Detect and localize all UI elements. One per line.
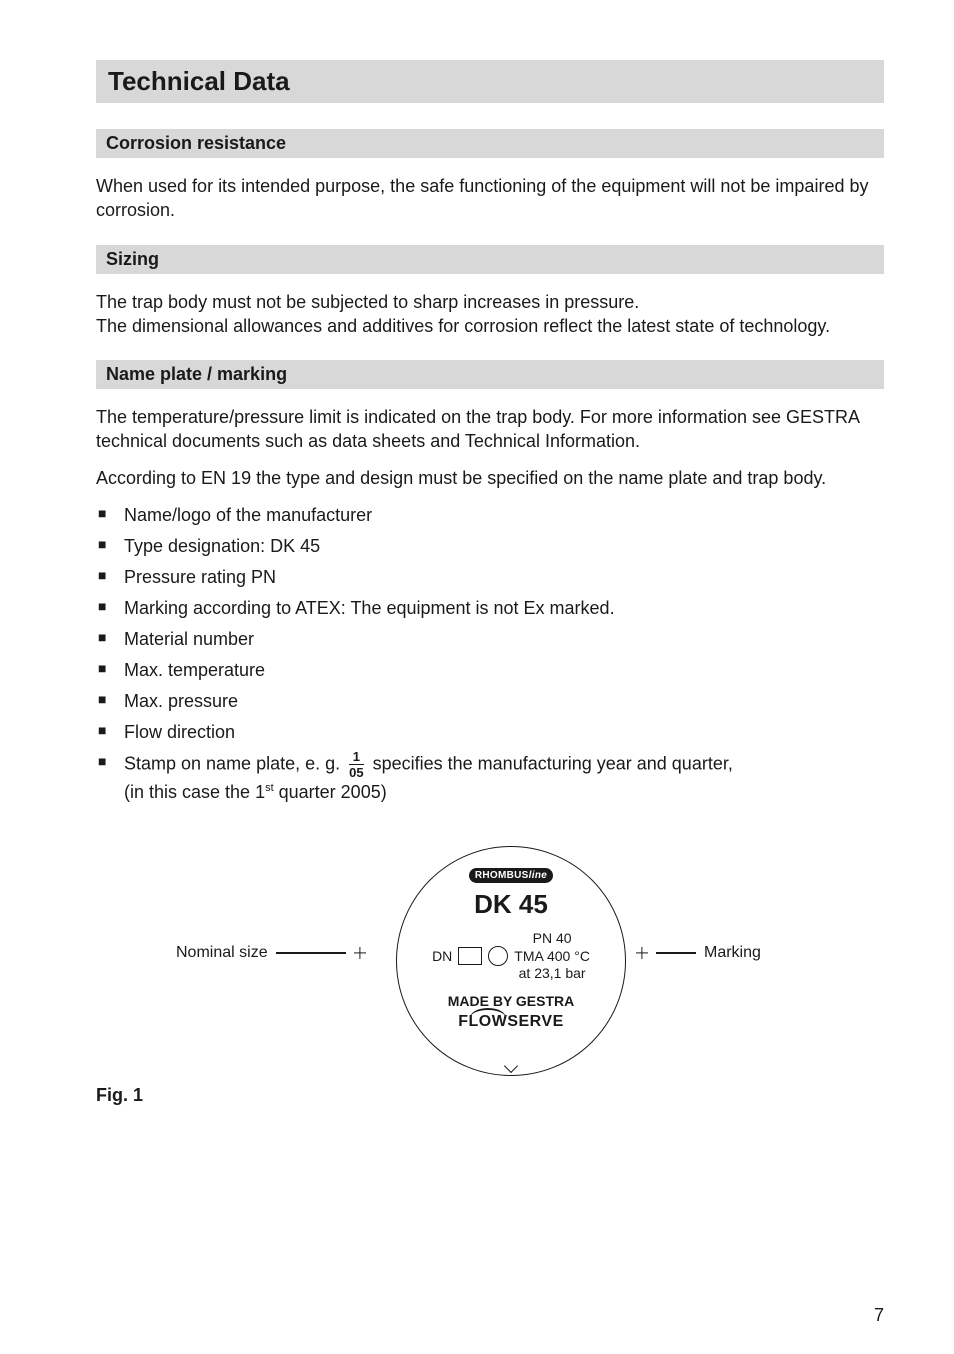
list-item: Pressure rating PN <box>96 564 884 591</box>
section-heading-corrosion: Corrosion resistance <box>96 129 884 158</box>
plate-made-by: MADE BY GESTRA <box>397 993 625 1009</box>
stamp-denominator: 05 <box>349 765 363 779</box>
rhombus-prefix: RHOMBUS <box>475 870 529 881</box>
stamp-ordinal: st <box>265 782 274 794</box>
stamp-suffix: specifies the manufacturing year and qua… <box>373 753 733 773</box>
page-title: Technical Data <box>108 66 872 97</box>
list-item-stamp: Stamp on name plate, e. g. 1 05 specifie… <box>96 750 884 806</box>
rhombus-suffix: line <box>529 870 547 881</box>
corrosion-paragraph: When used for its intended purpose, the … <box>96 174 884 223</box>
heading-sizing: Sizing <box>106 249 874 270</box>
list-item: Name/logo of the manufacturer <box>96 502 884 529</box>
flowserve-logo: FLOWSERVE <box>458 1013 564 1031</box>
page-title-bar: Technical Data <box>96 60 884 103</box>
plate-model: DK 45 <box>397 889 625 920</box>
page-number: 7 <box>874 1305 884 1326</box>
list-item: Marking according to ATEX: The equipment… <box>96 595 884 622</box>
sizing-paragraph-1: The trap body must not be subjected to s… <box>96 290 884 314</box>
nameplate-bullet-list: Name/logo of the manufacturer Type desig… <box>96 502 884 806</box>
stamp-line2b: quarter 2005) <box>274 782 387 802</box>
leader-cross-left <box>354 947 366 959</box>
list-item: Max. pressure <box>96 688 884 715</box>
list-item: Flow direction <box>96 719 884 746</box>
leader-cross-right <box>636 947 648 959</box>
figure-label: Fig. 1 <box>96 1085 143 1106</box>
leader-line-left <box>276 952 346 953</box>
stamp-prefix: Stamp on name plate, e. g. <box>124 753 345 773</box>
nameplate-paragraph-2: According to EN 19 the type and design m… <box>96 466 884 490</box>
plate-tma: TMA 400 °C <box>514 948 590 964</box>
list-item: Type designation: DK 45 <box>96 533 884 560</box>
sizing-paragraph-2: The dimensional allowances and additives… <box>96 314 884 338</box>
section-heading-sizing: Sizing <box>96 245 884 274</box>
plate-at: at 23,1 bar <box>519 965 586 981</box>
nameplate-diagram: Nominal size RHOMBUSline DK 45 DN PN 40 … <box>266 846 846 1106</box>
leader-line-right <box>656 952 696 953</box>
dn-box-icon <box>458 947 482 965</box>
leader-marking: Marking <box>636 944 761 962</box>
dn-label: DN <box>432 948 452 964</box>
list-item: Max. temperature <box>96 657 884 684</box>
nominal-size-label: Nominal size <box>176 944 268 962</box>
plate-pn: PN 40 <box>533 930 572 946</box>
nameplate-paragraph-1: The temperature/pressure limit is indica… <box>96 405 884 454</box>
section-heading-nameplate: Name plate / marking <box>96 360 884 389</box>
stamp-line2a: (in this case the 1 <box>124 782 265 802</box>
plate-tick-icon <box>504 1059 518 1073</box>
nameplate-circle: RHOMBUSline DK 45 DN PN 40 TMA 400 °C at… <box>396 846 626 1076</box>
figure-1: Nominal size RHOMBUSline DK 45 DN PN 40 … <box>96 846 884 1106</box>
dn-circle-icon <box>488 946 508 966</box>
heading-corrosion: Corrosion resistance <box>106 133 874 154</box>
rhombus-badge: RHOMBUSline <box>469 868 553 883</box>
heading-nameplate: Name plate / marking <box>106 364 874 385</box>
stamp-fraction: 1 05 <box>349 750 363 779</box>
plate-dn-row: DN PN 40 TMA 400 °C at 23,1 bar <box>397 930 625 983</box>
plate-marking-block: PN 40 TMA 400 °C at 23,1 bar <box>514 930 590 983</box>
list-item: Material number <box>96 626 884 653</box>
stamp-numerator: 1 <box>349 750 363 765</box>
marking-label: Marking <box>704 944 761 962</box>
leader-nominal-size: Nominal size <box>176 944 366 962</box>
